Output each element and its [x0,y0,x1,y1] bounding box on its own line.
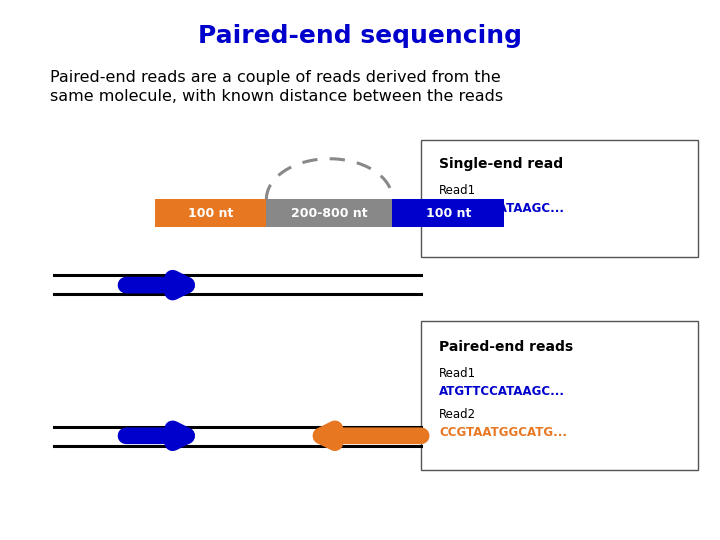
Text: Single-end read: Single-end read [439,157,563,171]
Text: Read2: Read2 [439,408,477,421]
Text: CCGTAATGGCATG...: CCGTAATGGCATG... [439,426,567,438]
Bar [266,199,392,227]
Text: 100 nt: 100 nt [188,207,233,220]
FancyBboxPatch shape [421,321,698,470]
Text: Paired-end reads are a couple of reads derived from the: Paired-end reads are a couple of reads d… [50,70,501,85]
Text: Read1: Read1 [439,367,477,380]
Text: 100 nt: 100 nt [426,207,471,220]
Text: ATGTTCCATAAGC...: ATGTTCCATAAGC... [439,202,565,215]
FancyBboxPatch shape [421,140,698,256]
Text: 200-800 nt: 200-800 nt [291,207,368,220]
Text: Paired-end reads: Paired-end reads [439,340,573,354]
Text: Paired-end sequencing: Paired-end sequencing [198,24,522,48]
Bar [155,199,266,227]
Text: same molecule, with known distance between the reads: same molecule, with known distance betwe… [50,89,503,104]
Text: ATGTTCCATAAGC...: ATGTTCCATAAGC... [439,385,565,398]
Text: Read1: Read1 [439,184,477,197]
Bar [392,199,504,227]
